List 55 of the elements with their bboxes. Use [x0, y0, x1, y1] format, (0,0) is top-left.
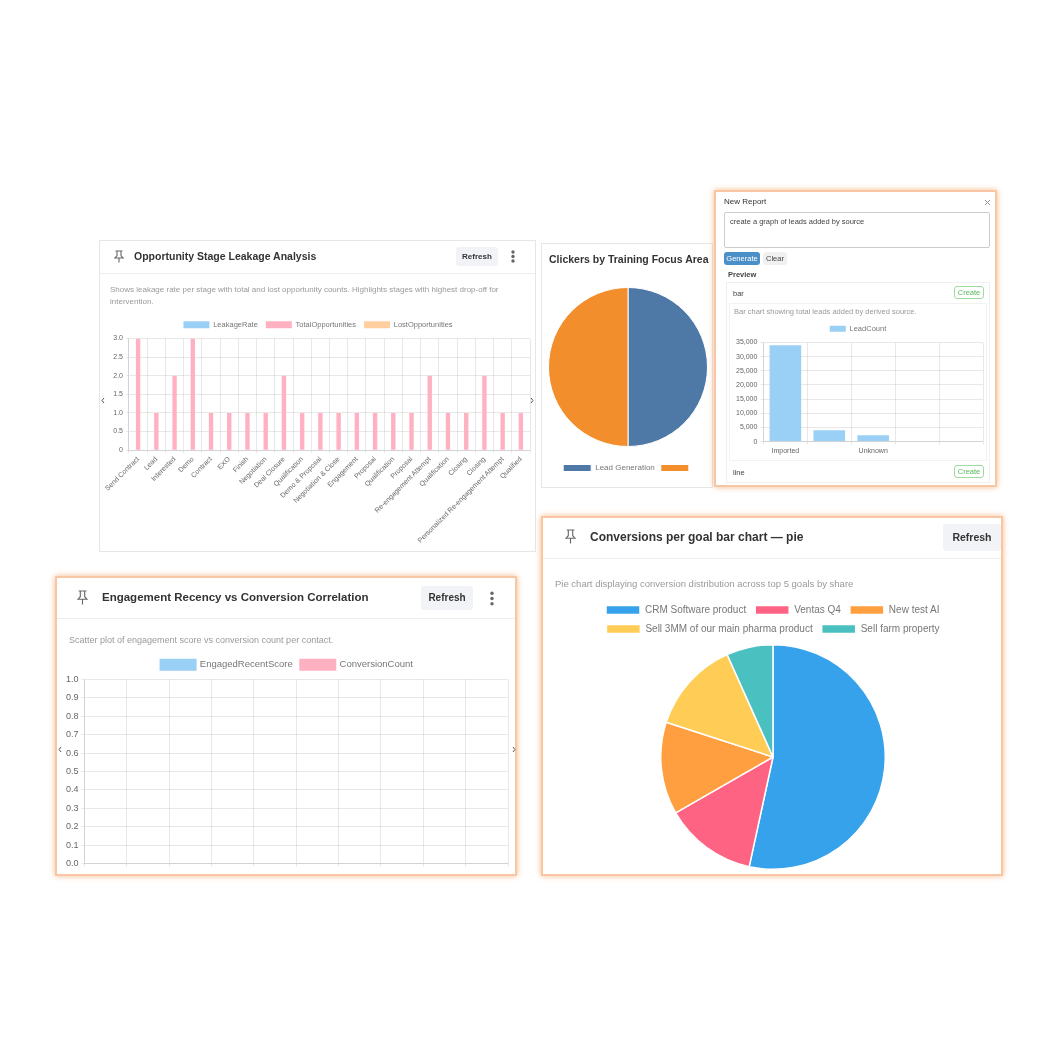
bar	[154, 412, 159, 450]
legend-label: ConversionCount	[339, 658, 414, 670]
y-tick-label: 0.3	[66, 802, 79, 813]
bar	[336, 412, 341, 450]
chart-title: Opportunity Stage Leakage Analysis	[134, 250, 317, 262]
bar	[263, 412, 268, 450]
y-tick-label: 0.7	[66, 729, 79, 740]
bar	[857, 435, 890, 442]
y-tick-label: 1.0	[66, 673, 79, 684]
chart-title: New Report	[724, 197, 767, 206]
button: Refresh	[456, 247, 498, 266]
chart-title: Clickers by Training Focus Area	[549, 253, 709, 265]
legend-label: Lead Generation	[595, 463, 655, 473]
bar	[281, 375, 287, 450]
bar	[245, 412, 250, 450]
bar	[518, 412, 524, 450]
legend-label: Sell farm property	[860, 622, 940, 634]
legend-label: EngagedRecentScore	[199, 658, 293, 670]
chart-title: Engagement Recency vs Conversion Correlation	[102, 591, 369, 603]
bar	[227, 412, 232, 450]
y-tick-label: 0.9	[66, 692, 79, 703]
button: Refresh	[943, 524, 1001, 551]
chart-subtitle: Pie chart displaying conversion distribution across top 5 goals by share	[555, 578, 855, 590]
legend-label: Sell 3MM of our main pharma product	[645, 622, 813, 634]
bar	[464, 412, 469, 450]
bar	[190, 338, 195, 450]
bar	[135, 338, 141, 450]
y-tick-label: 0.2	[66, 821, 79, 832]
bar	[500, 412, 505, 450]
legend-label: New test AI	[888, 603, 940, 615]
bar	[813, 430, 846, 442]
bar	[354, 412, 360, 450]
y-tick-label: 0.8	[66, 710, 79, 721]
bar	[482, 375, 487, 450]
legend-label: CRM Software product	[645, 603, 747, 615]
bar	[409, 412, 414, 450]
bar	[208, 412, 214, 450]
chart-subtitle: Scatter plot of engagement score vs conversion count per contact.	[69, 634, 335, 646]
bar	[299, 412, 305, 450]
bar	[372, 412, 378, 450]
bar	[172, 375, 177, 450]
bar	[391, 412, 396, 450]
chart-subtitle: Shows leakage rate per stage with total and lost opportunity counts. Highlights stages with highest drop-off for intervention.	[110, 284, 500, 308]
y-tick-label: 0.5	[66, 766, 79, 777]
bar	[427, 375, 432, 450]
y-tick-label: 0.0	[66, 858, 79, 869]
bar	[769, 345, 802, 442]
y-tick-label: 0.6	[66, 747, 79, 758]
button: Refresh	[421, 586, 473, 610]
bar	[445, 412, 451, 450]
y-tick-label: 0.4	[66, 784, 79, 795]
chart-title: Conversions per goal bar chart — pie	[590, 530, 804, 544]
y-tick-label: 0.1	[66, 839, 79, 850]
bar	[318, 412, 323, 450]
legend-label: Ventas Q4	[794, 603, 842, 615]
